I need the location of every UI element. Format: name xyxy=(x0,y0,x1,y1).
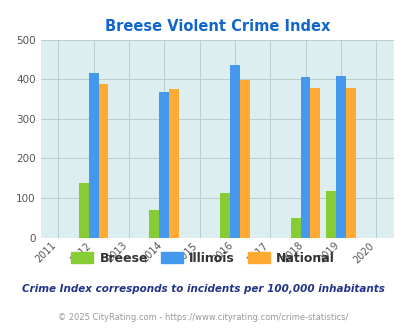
Title: Breese Violent Crime Index: Breese Violent Crime Index xyxy=(104,19,329,34)
Bar xyxy=(325,191,335,238)
Bar xyxy=(149,210,159,238)
Bar xyxy=(239,81,249,238)
Legend: Breese, Illinois, National: Breese, Illinois, National xyxy=(66,247,339,270)
Text: Crime Index corresponds to incidents per 100,000 inhabitants: Crime Index corresponds to incidents per… xyxy=(21,284,384,294)
Bar xyxy=(98,84,108,238)
Bar xyxy=(88,73,98,238)
Bar xyxy=(300,77,310,238)
Bar xyxy=(220,193,229,238)
Bar xyxy=(79,183,88,238)
Text: © 2025 CityRating.com - https://www.cityrating.com/crime-statistics/: © 2025 CityRating.com - https://www.city… xyxy=(58,313,347,322)
Bar xyxy=(290,218,300,238)
Bar xyxy=(310,87,320,238)
Bar xyxy=(169,89,179,238)
Bar xyxy=(159,92,169,238)
Bar xyxy=(229,65,239,238)
Bar xyxy=(345,87,355,238)
Bar xyxy=(335,76,345,238)
